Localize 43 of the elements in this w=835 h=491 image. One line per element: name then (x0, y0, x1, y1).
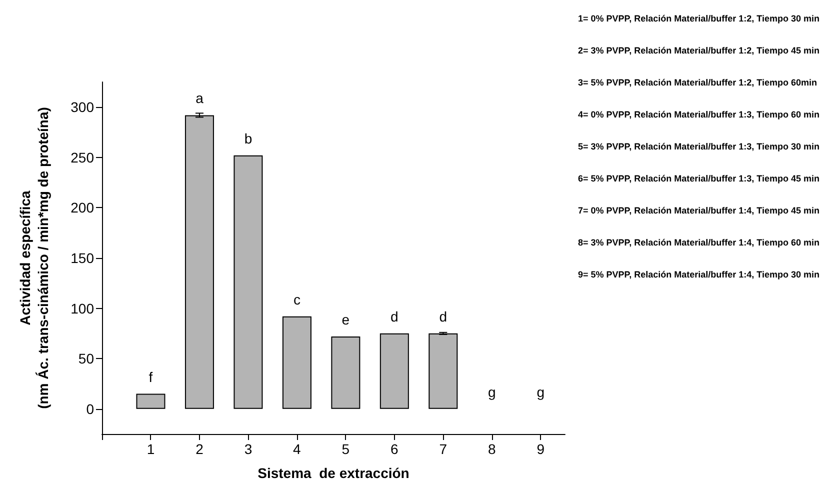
y-tick-label: 150 (70, 250, 94, 266)
x-tick-label: 9 (536, 441, 545, 457)
data-label: f (148, 368, 153, 385)
x-tick-label: 1 (146, 441, 155, 457)
bar (380, 333, 409, 409)
bar (234, 155, 263, 409)
y-tick-label: 0 (86, 400, 94, 417)
x-tick-label: 4 (293, 441, 302, 457)
x-tick-label: 5 (342, 441, 350, 457)
y-tick-label: 50 (78, 350, 94, 367)
data-label: d (390, 308, 398, 324)
x-tick-label: 7 (439, 441, 448, 457)
text: 2= 3% PVPP, Relación Material/buffer 1:2, Tiempo 45 min (578, 46, 820, 56)
text: 9= 5% PVPP, Relación Material/buffer 1:4, Tiempo 30 min (578, 270, 820, 280)
y-axis-title: Actividad específica (nm Ác. trans-cinámico / min*mg de proteína) (17, 107, 51, 409)
data-label: d (439, 308, 448, 324)
data-label: b (244, 130, 252, 146)
text: 7= 0% PVPP, Relación Material/buffer 1:4, Tiempo 45 min (578, 206, 820, 216)
y-tick-label: 300 (70, 99, 94, 116)
x-tick-label: 3 (244, 441, 252, 457)
data-label: e (342, 311, 350, 328)
x-tick-label: 6 (390, 441, 399, 457)
text: 5= 3% PVPP, Relación Material/buffer 1:3, Tiempo 30 min (578, 142, 820, 152)
text: 4= 0% PVPP, Relación Material/buffer 1:3, Tiempo 60 min (578, 110, 820, 120)
x-tick-label: 8 (488, 441, 496, 457)
text: 8= 3% PVPP, Relación Material/buffer 1:4, Tiempo 60 min (578, 238, 820, 248)
data-label: a (196, 90, 204, 106)
data-label: g (536, 384, 545, 400)
data-label: g (488, 384, 496, 400)
x-tick-label: 2 (196, 441, 204, 457)
text: 1= 0% PVPP, Relación Material/buffer 1:2, Tiempo 30 min (578, 14, 820, 24)
bar (184, 115, 214, 409)
x-axis-title: Sistema de extracción (258, 465, 410, 481)
data-label: c (293, 291, 300, 308)
bar (282, 316, 312, 409)
bar (331, 336, 360, 409)
y-tick-label: 100 (70, 300, 94, 316)
text: 3= 5% PVPP, Relación Material/buffer 1:2, Tiempo 60min (578, 78, 818, 88)
y-tick-label: 200 (70, 200, 94, 216)
bar (136, 394, 166, 409)
text: 6= 5% PVPP, Relación Material/buffer 1:3, Tiempo 45 min (578, 174, 820, 184)
bar (428, 333, 458, 409)
y-tick-label: 250 (70, 149, 94, 166)
